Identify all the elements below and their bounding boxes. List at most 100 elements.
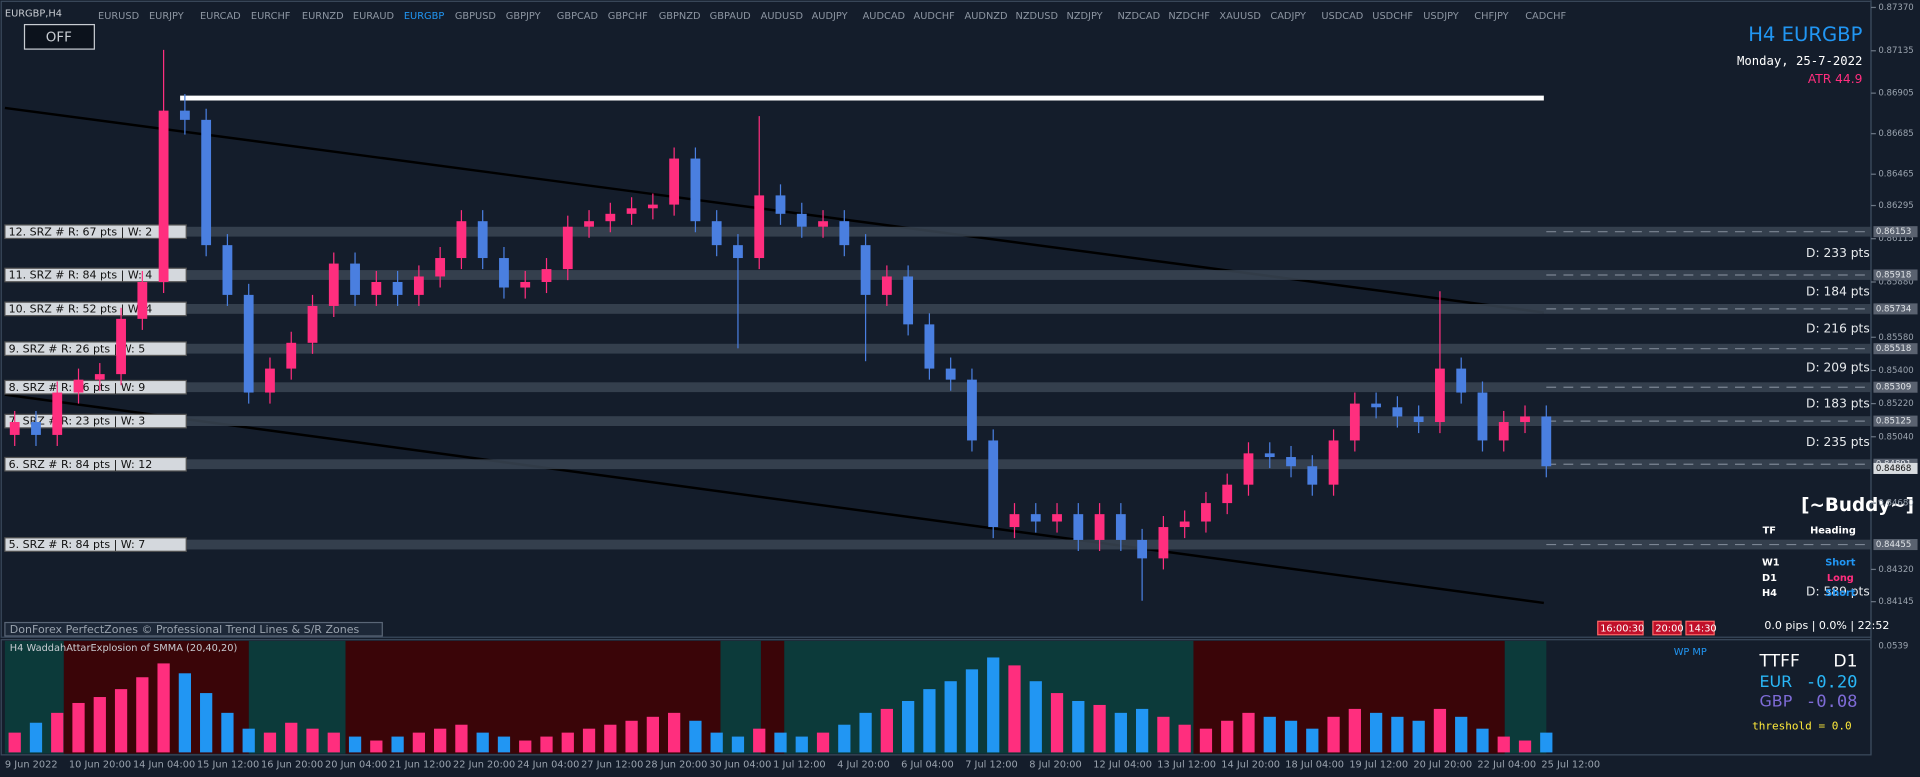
histogram-bar bbox=[434, 728, 447, 753]
histogram-bar bbox=[1242, 712, 1255, 753]
histogram-bar bbox=[370, 740, 383, 753]
x-tick-label: 7 Jul 12:00 bbox=[965, 760, 1018, 771]
histogram-bar bbox=[72, 702, 85, 753]
candle-body bbox=[818, 221, 828, 227]
symbol-tab[interactable]: EURAUD bbox=[353, 11, 394, 22]
zone-label-box bbox=[4, 224, 187, 240]
histogram-bar bbox=[1518, 740, 1532, 753]
symbol-tab[interactable]: CADJPY bbox=[1270, 11, 1306, 22]
timer: 20:00 bbox=[1655, 624, 1683, 635]
symbol-tab[interactable]: EURGBP bbox=[404, 11, 444, 22]
toggle-label[interactable]: OFF bbox=[46, 29, 72, 45]
symbol-tab[interactable]: AUDCAD bbox=[863, 11, 906, 22]
x-tick-label: 24 Jun 04:00 bbox=[517, 760, 579, 771]
symbol-tab[interactable]: EURCHF bbox=[251, 11, 291, 22]
candle-body bbox=[371, 281, 382, 295]
symbol-tab[interactable]: AUDUSD bbox=[761, 11, 803, 22]
candle-body bbox=[1371, 403, 1382, 408]
symbol-tab[interactable]: GBPCAD bbox=[557, 11, 598, 22]
symbol-tab[interactable]: NZDCHF bbox=[1168, 11, 1210, 22]
candle-body bbox=[222, 245, 233, 295]
histogram-bar bbox=[604, 724, 617, 753]
candle-body bbox=[435, 258, 446, 277]
zone-price: 0.85125 bbox=[1876, 417, 1911, 427]
candle-body bbox=[350, 263, 360, 295]
symbol-tab[interactable]: GBPCHF bbox=[608, 11, 648, 22]
zone-label: 12. SRZ # R: 67 pts | W: 2 bbox=[9, 225, 153, 238]
histogram-bar bbox=[1029, 681, 1042, 753]
zone-label-box bbox=[4, 341, 187, 357]
histogram-bar bbox=[1178, 724, 1191, 753]
symbol-tab[interactable]: XAUUSD bbox=[1219, 11, 1261, 22]
candle-body bbox=[1030, 514, 1041, 522]
symbol-tab[interactable]: EURJPY bbox=[149, 11, 184, 22]
status: 0.0 pips | 0.0% | 22:52 bbox=[1764, 619, 1889, 632]
histogram-bar bbox=[1114, 712, 1127, 753]
y-tick-label: 0.85580 bbox=[1878, 333, 1913, 343]
y-tick-label: 0.84320 bbox=[1878, 565, 1913, 575]
candle-body bbox=[775, 195, 786, 214]
symbol-tab[interactable]: GBPAUD bbox=[710, 11, 751, 22]
symbol-tab[interactable]: CHFJPY bbox=[1474, 11, 1508, 22]
histogram-bar bbox=[1093, 704, 1106, 753]
histogram-bar bbox=[965, 669, 979, 753]
zone-label-box bbox=[4, 537, 187, 552]
symbol-tab[interactable]: GBPNZD bbox=[659, 11, 701, 22]
histogram-bar bbox=[348, 736, 362, 753]
symbol-tab[interactable]: NZDUSD bbox=[1016, 11, 1059, 22]
candle-body bbox=[562, 226, 573, 270]
x-tick-label: 20 Jun 04:00 bbox=[325, 760, 387, 771]
histogram-bar bbox=[1348, 708, 1361, 753]
symbol-tab[interactable]: EURCAD bbox=[200, 11, 241, 22]
buddy-heading: Long bbox=[1827, 573, 1854, 584]
candle-body bbox=[1392, 407, 1403, 417]
candle-body bbox=[1349, 403, 1360, 441]
sr-zone bbox=[4, 270, 1871, 280]
candle-body bbox=[796, 213, 807, 227]
x-tick-label: 14 Jul 20:00 bbox=[1221, 760, 1280, 771]
symbol-tab[interactable]: USDCAD bbox=[1321, 11, 1363, 22]
candle-body bbox=[1115, 514, 1126, 540]
histogram-bar bbox=[1327, 716, 1340, 753]
symbol-tab[interactable]: NZDCAD bbox=[1117, 11, 1160, 22]
symbol-tab[interactable]: GBPUSD bbox=[455, 11, 496, 22]
candle-body bbox=[413, 276, 424, 295]
symbol-tab[interactable]: AUDNZD bbox=[965, 11, 1008, 22]
symbol-tab[interactable]: EURNZD bbox=[302, 11, 344, 22]
y-tick-label: 0.85400 bbox=[1878, 366, 1913, 376]
histogram-bar bbox=[880, 708, 893, 753]
y-tick-label: 0.85220 bbox=[1878, 399, 1913, 409]
zone-label: 7. SRZ # R: 23 pts | W: 3 bbox=[9, 415, 146, 428]
candle-body bbox=[1477, 392, 1488, 441]
candle-body bbox=[967, 379, 977, 441]
candle-body bbox=[754, 195, 765, 259]
symbol-tab[interactable]: NZDJPY bbox=[1066, 11, 1102, 22]
histogram-bar bbox=[306, 728, 319, 753]
zone-distance: D: 183 pts bbox=[1806, 397, 1870, 411]
current-price: 0.84868 bbox=[1876, 464, 1911, 474]
histogram-bar bbox=[1369, 712, 1383, 753]
symbol-tab[interactable]: USDCHF bbox=[1372, 11, 1413, 22]
histogram-bar bbox=[136, 677, 149, 753]
toggle-button[interactable] bbox=[23, 23, 95, 50]
symbol-tab[interactable]: EURUSD bbox=[98, 11, 139, 22]
symbol-tab[interactable]: AUDCHF bbox=[914, 11, 956, 22]
buddy-tf: D1 bbox=[1762, 573, 1777, 584]
candle-body bbox=[860, 245, 871, 295]
symbol-tab[interactable]: USDJPY bbox=[1423, 11, 1459, 22]
candle-body bbox=[31, 422, 41, 435]
candle-body bbox=[711, 221, 722, 246]
x-tick-label: 6 Jul 04:00 bbox=[901, 760, 954, 771]
buddy-heading: Short bbox=[1825, 588, 1856, 599]
x-tick-label: 15 Jun 12:00 bbox=[197, 760, 259, 771]
candle-body bbox=[286, 342, 297, 369]
x-tick-label: 20 Jul 20:00 bbox=[1413, 760, 1472, 771]
symbol-tab[interactable]: CADCHF bbox=[1525, 11, 1566, 22]
symbol-tab[interactable]: AUDJPY bbox=[812, 11, 848, 22]
histogram-bar bbox=[646, 716, 659, 753]
currency-value: -0.20 bbox=[1806, 673, 1858, 693]
histogram-bar bbox=[519, 740, 532, 753]
symbol-tab[interactable]: GBPJPY bbox=[506, 11, 541, 22]
x-tick-label: 18 Jul 04:00 bbox=[1285, 760, 1344, 771]
histogram-bar bbox=[540, 736, 553, 753]
